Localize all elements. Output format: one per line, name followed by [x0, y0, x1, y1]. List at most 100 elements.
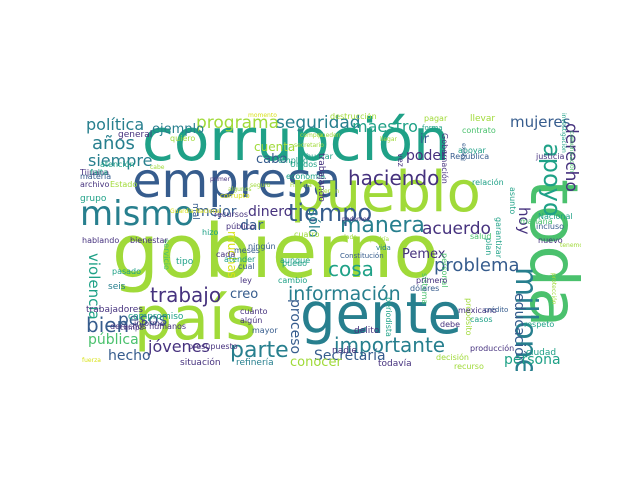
cloud-word: tiempo	[288, 199, 373, 227]
cloud-word: hecho	[108, 348, 151, 364]
cloud-word: creo	[230, 287, 259, 302]
cloud-word: ejemplo	[152, 122, 205, 137]
cloud-word: propósito	[464, 298, 473, 336]
cloud-word: Pemex	[402, 247, 446, 262]
cloud-word: asunto	[508, 187, 517, 215]
cloud-word: bien	[86, 313, 130, 337]
cloud-word: incluso	[536, 222, 565, 231]
cloud-word: mujeres	[510, 113, 571, 131]
cloud-word: pública	[88, 332, 139, 348]
cloud-word: dólares	[410, 284, 440, 293]
cloud-word: mejor	[196, 204, 237, 220]
cloud-word: hablando	[82, 236, 120, 245]
cloud-word: momento	[248, 113, 277, 119]
cloud-word: dado	[342, 234, 357, 241]
cloud-word: Estado	[110, 180, 138, 189]
cloud-word: vez	[396, 153, 405, 167]
cloud-word: nuevo	[538, 236, 563, 245]
cloud-word: general	[118, 130, 153, 140]
cloud-word: algún	[240, 316, 263, 325]
cloud-word: Secretaría	[314, 348, 386, 364]
cloud-word: persona	[504, 352, 561, 368]
cloud-word: pagar	[424, 114, 448, 123]
cloud-word: protección	[550, 273, 557, 305]
cloud-word: acuerdo	[422, 219, 491, 239]
cloud-word: plan	[484, 238, 493, 256]
cloud-word: casos	[470, 315, 493, 324]
cloud-word: poder	[406, 148, 447, 164]
cloud-word: tienen	[320, 188, 340, 195]
cloud-word: trabajadores	[86, 305, 143, 315]
cloud-word: cada	[216, 250, 236, 259]
cloud-word: destrucción	[330, 113, 377, 121]
cloud-word: cuatro	[294, 230, 320, 239]
cloud-word: jóvenes	[148, 337, 210, 356]
cloud-word: público	[226, 222, 255, 231]
cloud-word: buscar	[306, 152, 333, 161]
cloud-word: crédito	[484, 306, 509, 314]
cloud-word: relación	[472, 178, 504, 187]
cloud-word: apoyar	[458, 146, 486, 155]
cloud-word: trabajo	[150, 283, 222, 307]
cloud-word: país	[134, 284, 257, 354]
cloud-word: manera	[340, 213, 425, 238]
cloud-word: cuánto	[240, 307, 268, 316]
cloud-word: fuerza	[82, 357, 101, 364]
cloud-word: Fiscalía	[290, 182, 312, 189]
cloud-word: llegar	[380, 136, 397, 143]
cloud-word: seguro	[250, 182, 271, 189]
cloud-word: ley	[240, 276, 252, 285]
cloud-word: atender	[224, 255, 256, 264]
cloud-word: pueden	[318, 132, 341, 139]
cloud-word: ir	[420, 132, 429, 147]
cloud-word: proceso	[287, 299, 303, 355]
cloud-word: importante	[334, 333, 446, 357]
cloud-word: grupo	[80, 194, 107, 204]
cloud-word: cual	[238, 262, 255, 271]
cloud-word: mañana	[520, 217, 553, 226]
cloud-word: seguridad	[276, 113, 361, 133]
cloud-word: producción	[470, 344, 515, 353]
cloud-word: investigación	[560, 113, 567, 153]
cloud-word: Guardia Nacional	[170, 208, 222, 215]
cloud-word: años	[92, 133, 135, 154]
cloud-word: comunicación	[568, 131, 575, 173]
cloud-word: cosa	[328, 257, 374, 281]
cloud-word: derechos humanos	[110, 322, 187, 331]
cloud-word: mexicano	[458, 306, 497, 315]
cloud-word: atención	[100, 160, 135, 169]
cloud-word: Nacional	[538, 212, 573, 221]
cloud-word: dinero	[248, 204, 293, 220]
cloud-word: delito	[354, 326, 380, 336]
cloud-word: tipo	[176, 257, 194, 267]
cloud-word: seis	[108, 282, 126, 292]
cloud-word: primer	[210, 176, 230, 183]
cloud-word: quiero	[170, 134, 196, 143]
cloud-word: recursos	[214, 210, 249, 219]
cloud-word: haciendo	[348, 166, 440, 190]
cloud-word: pesos	[118, 310, 168, 330]
word-cloud: corrupción gobierno gente país empresa pueblo…	[80, 113, 581, 371]
cloud-word: todavía	[378, 359, 412, 369]
cloud-word: cuenta	[254, 140, 296, 154]
cloud-word: llevar	[470, 114, 496, 124]
cloud-word: pueblo	[290, 160, 481, 225]
cloud-word: justicia	[536, 152, 565, 161]
cloud-word: República	[450, 152, 490, 161]
cloud-word: cabo	[256, 152, 288, 167]
cloud-word: mismo	[80, 194, 195, 234]
cloud-word: ningún	[248, 242, 276, 251]
cloud-word: contrato	[462, 126, 496, 135]
cloud-word: cabe	[150, 164, 165, 171]
cloud-word: Gobernación	[440, 133, 449, 184]
cloud-word: compromiso	[128, 312, 184, 322]
cloud-word: vida	[376, 244, 391, 252]
cloud-word: bienestar	[130, 236, 168, 245]
cloud-word: gente	[300, 282, 462, 347]
cloud-word: primero	[416, 276, 448, 285]
cloud-word: política	[86, 115, 145, 134]
cloud-word: recurso	[454, 362, 484, 371]
cloud-word: periodista	[384, 297, 393, 337]
cloud-word: refinería	[236, 358, 274, 368]
cloud-word: respeto	[524, 320, 555, 329]
